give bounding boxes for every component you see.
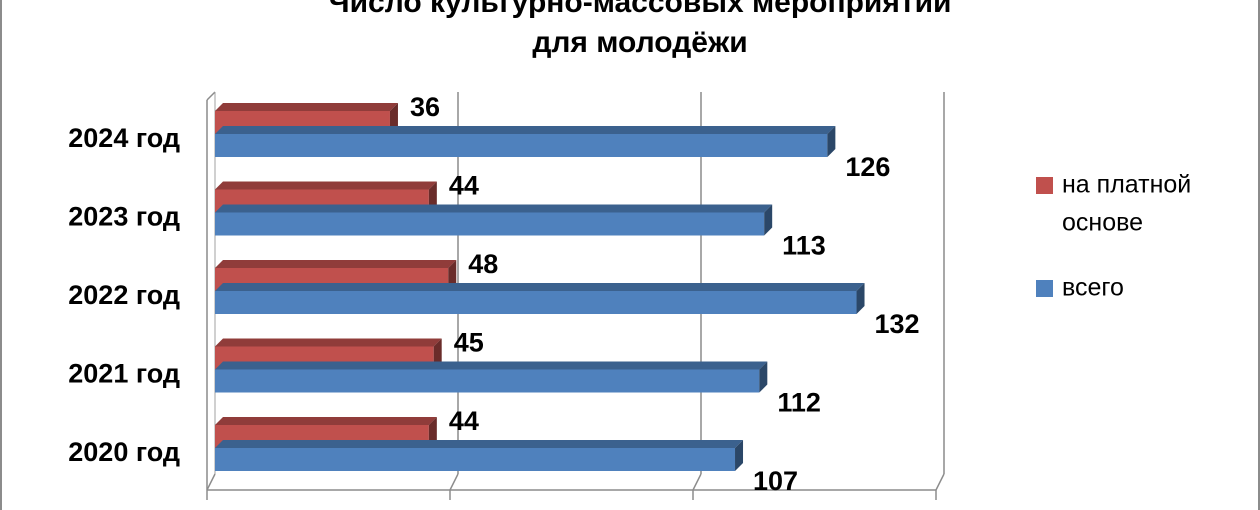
data-label: 113 xyxy=(782,231,826,261)
bar-top-face xyxy=(215,338,442,347)
gridline-floor xyxy=(692,473,702,491)
bar-side-face xyxy=(759,361,768,393)
legend-swatch xyxy=(1036,280,1053,297)
data-label: 107 xyxy=(753,466,798,496)
bar-top-face xyxy=(215,260,457,268)
data-label: 112 xyxy=(777,388,821,418)
axis-top-corner xyxy=(206,91,216,101)
bar-front-face xyxy=(215,369,760,393)
category-label: 2024 год xyxy=(68,123,180,153)
data-label: 44 xyxy=(449,406,479,436)
bar-total xyxy=(215,361,768,393)
bar-top-face xyxy=(215,283,865,291)
category-label: 2021 год xyxy=(68,359,180,389)
bar-front-face xyxy=(215,212,765,236)
bar-top-face xyxy=(215,126,836,134)
data-label: 45 xyxy=(454,328,484,358)
bar-side-face xyxy=(827,126,836,157)
bar-total xyxy=(215,283,865,314)
bar-top-face xyxy=(215,440,744,448)
bar-top-face xyxy=(215,103,398,111)
bar-side-face xyxy=(735,440,744,471)
category-label: 2023 год xyxy=(68,202,180,232)
legend-label: всего xyxy=(1062,274,1124,302)
legend-swatch xyxy=(1036,177,1053,194)
legend-item: всего xyxy=(1036,274,1124,302)
bar-total xyxy=(215,204,773,236)
gridline-floor xyxy=(449,473,459,491)
bar-total xyxy=(215,440,744,471)
bars: 36 126 44 113 48 132 45 112 44 107 xyxy=(215,92,920,496)
data-label: 44 xyxy=(449,171,479,201)
bar-top-face xyxy=(215,361,768,370)
chart-title-line-1: Число культурно-массовых мероприятий xyxy=(329,0,952,19)
bar-top-face xyxy=(215,181,437,190)
category-label: 2022 год xyxy=(68,280,180,310)
category-labels: 2024 год 2023 год 2022 год 2021 год 2020 год xyxy=(68,123,180,467)
bar-front-face xyxy=(215,291,857,314)
data-label: 132 xyxy=(875,309,920,339)
axis-bottom-corner xyxy=(206,473,216,491)
data-label: 126 xyxy=(845,152,890,182)
data-label: 36 xyxy=(410,92,440,122)
bar-front-face xyxy=(215,448,736,471)
data-label: 48 xyxy=(468,249,498,279)
bar-top-face xyxy=(215,417,437,425)
legend-label: на платной xyxy=(1062,171,1191,199)
legend: на платной основе всего xyxy=(1036,171,1191,302)
bar-side-face xyxy=(764,204,773,236)
bar-side-face xyxy=(856,283,865,314)
legend-label: основе xyxy=(1062,209,1143,237)
chart-title-line-2: для молодёжи xyxy=(532,26,747,59)
bar-total xyxy=(215,126,836,157)
bar-top-face xyxy=(215,204,773,213)
gridline-floor xyxy=(935,473,945,491)
category-label: 2020 год xyxy=(68,437,180,467)
legend-item: на платной основе xyxy=(1036,171,1191,237)
bar-front-face xyxy=(215,134,828,157)
chart-title: Число культурно-массовых мероприятий для… xyxy=(329,0,952,59)
